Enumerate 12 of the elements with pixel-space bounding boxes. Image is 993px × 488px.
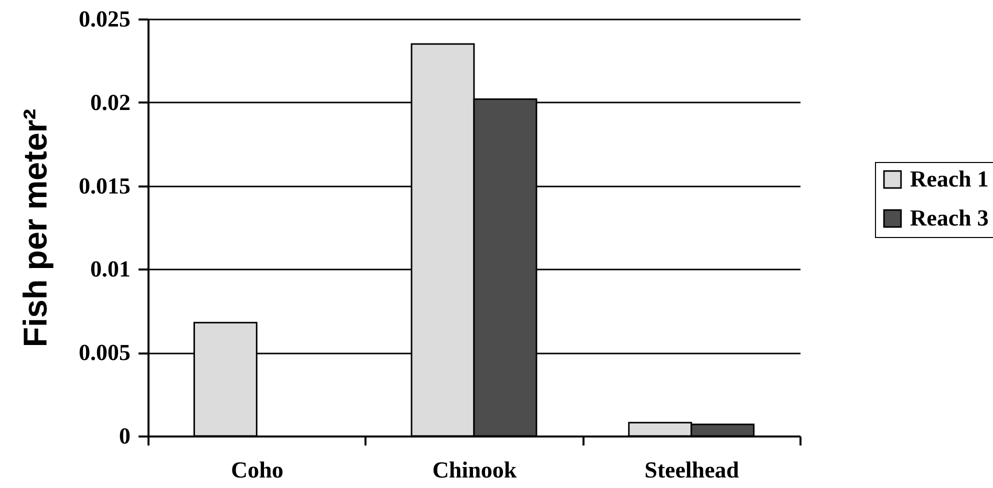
y-tick-label: 0.015 [78,173,130,198]
y-tick-label: 0.01 [90,256,130,282]
x-tick-label: Chinook [432,458,517,482]
x-tick-label: Coho [230,458,284,482]
x-tick-label: Steelhead [644,458,740,482]
y-axis-title: Fish per meter² [16,108,54,348]
legend-label: Reach 1 [910,166,989,192]
y-tick-label: 0.025 [78,6,130,32]
y-tick-label: 0.02 [90,90,130,115]
legend-label: Reach 3 [910,206,989,230]
y-tick-label: 0.005 [78,340,130,366]
y-tick-label: 0 [119,424,130,448]
